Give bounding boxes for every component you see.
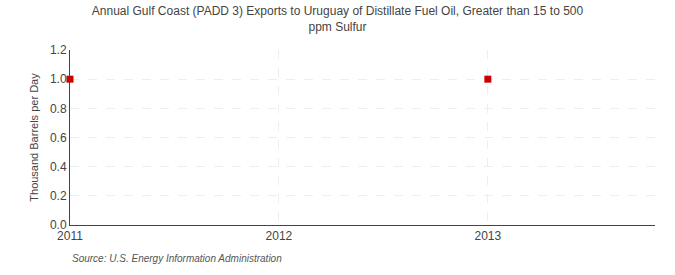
svg-text:Annual Gulf Coast (PADD 3) Exp: Annual Gulf Coast (PADD 3) Exports to Ur… (92, 4, 584, 34)
svg-text:1.0: 1.0 (50, 72, 67, 86)
svg-text:0.8: 0.8 (50, 102, 67, 116)
svg-text:0.2: 0.2 (50, 189, 67, 203)
svg-text:1.2: 1.2 (50, 43, 67, 57)
svg-text:0.6: 0.6 (50, 131, 67, 145)
svg-text:2011: 2011 (57, 229, 83, 243)
svg-text:0.4: 0.4 (50, 160, 67, 174)
svg-text:2013: 2013 (475, 229, 502, 243)
svg-text:Source: U.S. Energy Informatio: Source: U.S. Energy Information Administ… (72, 253, 282, 264)
svg-text:Thousand Barrels per Day: Thousand Barrels per Day (28, 73, 40, 202)
svg-text:0.0: 0.0 (50, 218, 67, 232)
svg-text:2012: 2012 (266, 229, 293, 243)
